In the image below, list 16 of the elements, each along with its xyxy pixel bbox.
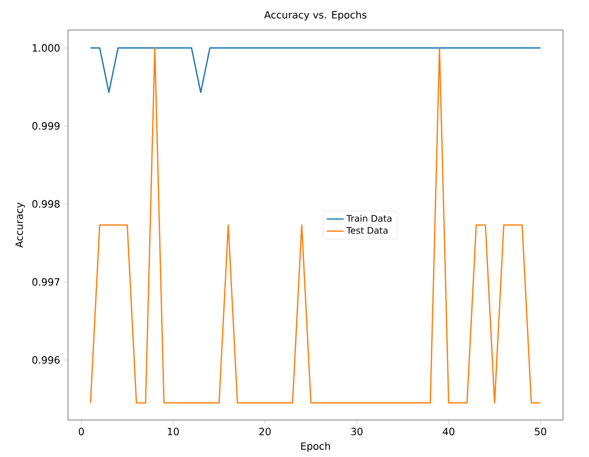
y-tick-label: 0.999 [32,122,60,130]
x-tick-label: 10 [168,428,179,436]
x-tick-label: 30 [351,428,363,436]
legend-label: Train Data [346,214,392,222]
y-tick-label: 1.000 [32,44,60,52]
y-tick-label: 0.998 [32,200,60,208]
x-tick-label: 50 [534,428,546,436]
y-axis-title: Accuracy [16,202,25,248]
x-axis-title: Epoch [301,442,330,452]
y-tick-label: 0.996 [32,356,60,364]
x-tick-label: 20 [259,428,271,436]
x-tick-label: 0 [78,428,84,436]
legend-label: Test Data [346,227,388,234]
y-tick-label: 0.997 [32,278,60,286]
chart-title: Accuracy vs. Epochs [264,10,366,21]
x-tick-label: 40 [442,428,454,436]
